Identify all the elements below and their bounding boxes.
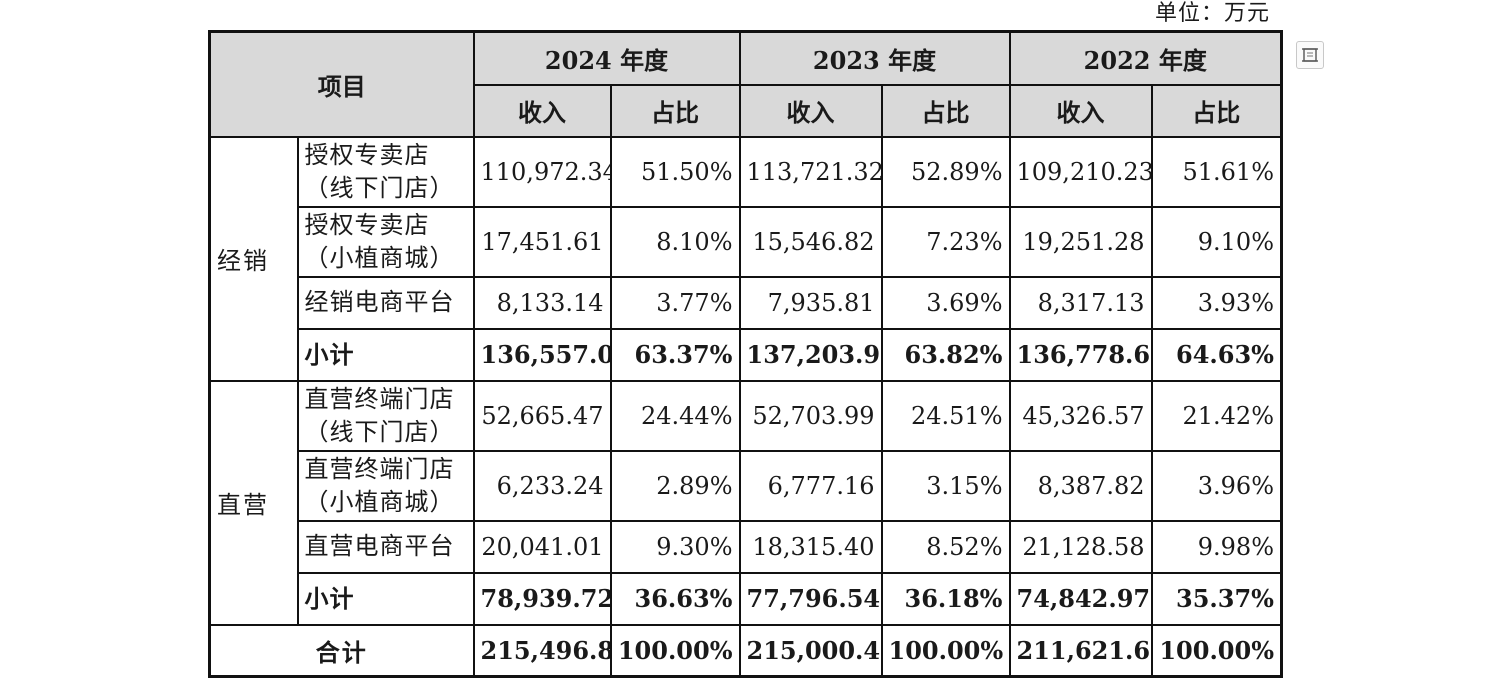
cell-value: 52,665.47 xyxy=(472,379,612,452)
row-label: 直营电商平台 xyxy=(296,519,475,574)
row-label-line1: 授权专卖店 xyxy=(304,210,430,239)
row-label: 授权专卖店 （小植商城） xyxy=(296,205,475,278)
cell-value: 63.82% xyxy=(880,327,1011,382)
cell-value: 20,041.01 xyxy=(472,519,612,574)
table-row: 经销电商平台 8,133.14 3.77% 7,935.81 3.69% 8,3… xyxy=(210,275,1283,330)
group-label-direct: 直营 xyxy=(208,379,299,626)
cell-value: 45,326.57 xyxy=(1008,379,1153,452)
header-year-2024: 2024 年度 xyxy=(472,30,741,86)
row-label: 经销电商平台 xyxy=(296,275,475,330)
table-row: 直营 直营终端门店 （线下门店） 52,665.47 24.44% 52,703… xyxy=(208,379,1283,626)
cell-value: 100.00% xyxy=(1150,623,1283,678)
cell-value: 136,557.09 xyxy=(472,327,612,382)
header-revenue: 收入 xyxy=(472,83,612,138)
header-share: 占比 xyxy=(609,83,741,138)
total-label: 合计 xyxy=(208,623,475,678)
cell-value: 3.15% xyxy=(880,449,1011,522)
cell-value: 15,546.82 xyxy=(738,205,883,278)
cell-value: 36.63% xyxy=(609,571,741,626)
cell-value: 77,796.54 xyxy=(738,571,883,626)
cell-value: 7,935.81 xyxy=(738,275,883,330)
cell-value: 8.10% xyxy=(609,205,741,278)
cell-value: 110,972.34 xyxy=(472,135,612,208)
cell-value: 52,703.99 xyxy=(738,379,883,452)
header-revenue: 收入 xyxy=(738,83,883,138)
cell-value: 3.77% xyxy=(609,275,741,330)
cell-value: 8.52% xyxy=(880,519,1011,574)
cell-value: 3.69% xyxy=(880,275,1011,330)
header-year-2023: 2023 年度 xyxy=(738,30,1011,86)
revenue-table: 项目 2024 年度 2023 年度 2022 年度 收入 占比 收入 占比 收… xyxy=(208,30,1283,678)
cell-value: 17,451.61 xyxy=(472,205,612,278)
cell-value: 51.50% xyxy=(609,135,741,208)
crop-icon[interactable] xyxy=(1296,41,1324,69)
header-revenue: 收入 xyxy=(1008,83,1153,138)
cell-value: 21,128.58 xyxy=(1008,519,1153,574)
cell-value: 3.93% xyxy=(1150,275,1283,330)
table-row: 直营电商平台 20,041.01 9.30% 18,315.40 8.52% 2… xyxy=(210,519,1283,574)
header-row-metrics: 收入 占比 收入 占比 收入 占比 xyxy=(210,83,1283,138)
cell-value: 211,621.61 xyxy=(1008,623,1153,678)
row-label-line2: （线下门店） xyxy=(304,417,455,446)
header-year-2022: 2022 年度 xyxy=(1008,30,1283,86)
cell-value: 7.23% xyxy=(880,205,1011,278)
cell-value: 9.30% xyxy=(609,519,741,574)
cell-value: 63.37% xyxy=(609,327,741,382)
header-row-years: 项目 2024 年度 2023 年度 2022 年度 xyxy=(208,30,1283,138)
cell-value: 24.51% xyxy=(880,379,1011,452)
cell-value: 100.00% xyxy=(609,623,741,678)
cell-value: 35.37% xyxy=(1150,571,1283,626)
row-label-line2: （小植商城） xyxy=(304,487,455,516)
cell-value: 9.98% xyxy=(1150,519,1283,574)
cell-value: 215,496.81 xyxy=(472,623,612,678)
row-label-line2: （线下门店） xyxy=(304,173,455,202)
row-label-line2: （小植商城） xyxy=(304,243,455,272)
cell-value: 78,939.72 xyxy=(472,571,612,626)
cell-value: 6,777.16 xyxy=(738,449,883,522)
cell-value: 8,133.14 xyxy=(472,275,612,330)
cell-value: 8,317.13 xyxy=(1008,275,1153,330)
total-row: 合计 215,496.81 100.00% 215,000.49 100.00%… xyxy=(208,623,1283,678)
cell-value: 64.63% xyxy=(1150,327,1283,382)
unit-label: 单位：万元 xyxy=(1154,1,1270,26)
cell-value: 19,251.28 xyxy=(1008,205,1153,278)
cell-value: 137,203.95 xyxy=(738,327,883,382)
subtotal-label: 小计 xyxy=(296,571,475,626)
header-share: 占比 xyxy=(1150,83,1283,138)
cell-value: 24.44% xyxy=(609,379,741,452)
row-label: 直营终端门店 （小植商城） xyxy=(296,449,475,522)
cell-value: 21.42% xyxy=(1150,379,1283,452)
cell-value: 52.89% xyxy=(880,135,1011,208)
cell-value: 74,842.97 xyxy=(1008,571,1153,626)
header-item: 项目 xyxy=(208,30,475,138)
cell-value: 9.10% xyxy=(1150,205,1283,278)
cell-value: 100.00% xyxy=(880,623,1011,678)
table-row: 经销 授权专卖店 （线下门店） 110,972.34 51.50% 113,72… xyxy=(208,135,1283,382)
cell-value: 51.61% xyxy=(1150,135,1283,208)
cell-value: 6,233.24 xyxy=(472,449,612,522)
cell-value: 18,315.40 xyxy=(738,519,883,574)
cell-value: 3.96% xyxy=(1150,449,1283,522)
cell-value: 113,721.32 xyxy=(738,135,883,208)
row-label: 授权专卖店 （线下门店） xyxy=(296,135,475,208)
group-label-distribution: 经销 xyxy=(208,135,299,382)
row-label-line1: 直营终端门店 xyxy=(304,454,455,483)
cell-value: 36.18% xyxy=(880,571,1011,626)
table-row: 直营终端门店 （小植商城） 6,233.24 2.89% 6,777.16 3.… xyxy=(210,449,1283,522)
subtotal-row: 小计 136,557.09 63.37% 137,203.95 63.82% 1… xyxy=(210,327,1283,382)
cell-value: 215,000.49 xyxy=(738,623,883,678)
cell-value: 136,778.64 xyxy=(1008,327,1153,382)
row-label-line1: 直营终端门店 xyxy=(304,384,455,413)
table-row: 授权专卖店 （小植商城） 17,451.61 8.10% 15,546.82 7… xyxy=(210,205,1283,278)
cell-value: 109,210.23 xyxy=(1008,135,1153,208)
subtotal-row: 小计 78,939.72 36.63% 77,796.54 36.18% 74,… xyxy=(210,571,1283,626)
row-label: 直营终端门店 （线下门店） xyxy=(296,379,475,452)
header-share: 占比 xyxy=(880,83,1011,138)
cell-value: 8,387.82 xyxy=(1008,449,1153,522)
row-label-line1: 授权专卖店 xyxy=(304,140,430,169)
subtotal-label: 小计 xyxy=(296,327,475,382)
cell-value: 2.89% xyxy=(609,449,741,522)
